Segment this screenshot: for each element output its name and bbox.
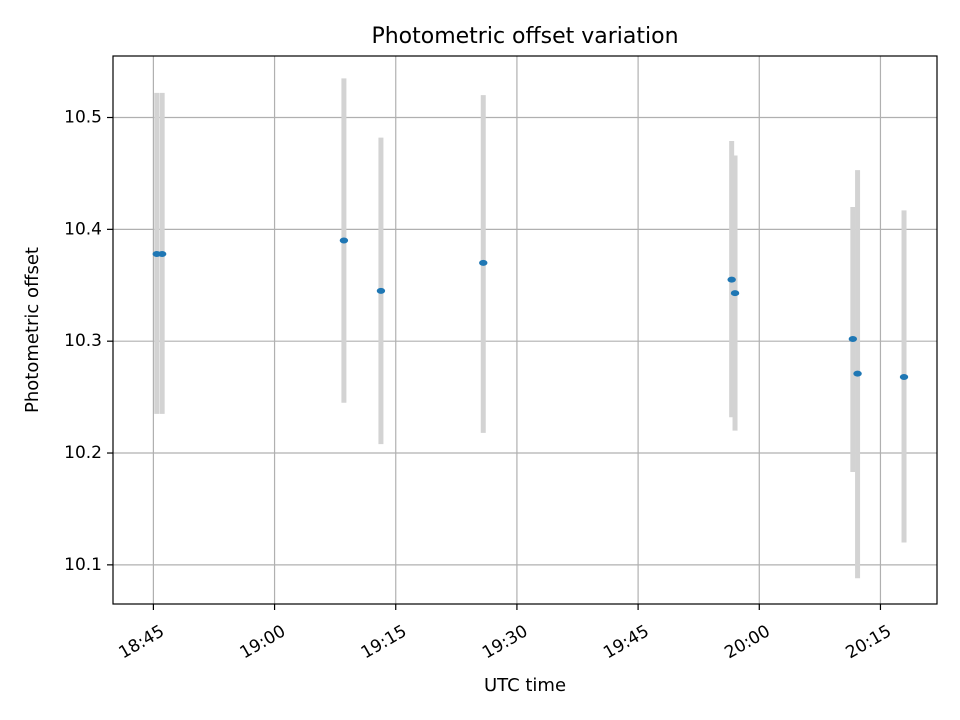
y-tick-label: 10.3 xyxy=(64,331,102,351)
y-tick-label: 10.1 xyxy=(64,555,102,575)
data-point xyxy=(339,237,349,244)
y-tick-label: 10.4 xyxy=(64,219,102,239)
plot-frame xyxy=(112,55,938,605)
data-point xyxy=(157,250,167,257)
data-point xyxy=(727,276,736,283)
grid xyxy=(113,56,937,604)
y-axis-ticks: 10.1 10.2 10.3 10.4 10.5 xyxy=(64,108,113,575)
data-point xyxy=(853,370,862,377)
y-axis-label: Photometric offset xyxy=(22,247,43,413)
x-axis-label: UTC time xyxy=(484,675,566,696)
y-tick-label: 10.2 xyxy=(64,443,102,463)
data-point xyxy=(899,373,909,380)
data-point xyxy=(730,290,740,297)
data-point xyxy=(848,335,858,342)
data-points xyxy=(152,237,909,380)
data-point xyxy=(479,259,488,266)
y-tick-label: 10.5 xyxy=(64,108,102,128)
data-point xyxy=(376,287,386,294)
chart-title: Photometric offset variation xyxy=(371,24,678,49)
